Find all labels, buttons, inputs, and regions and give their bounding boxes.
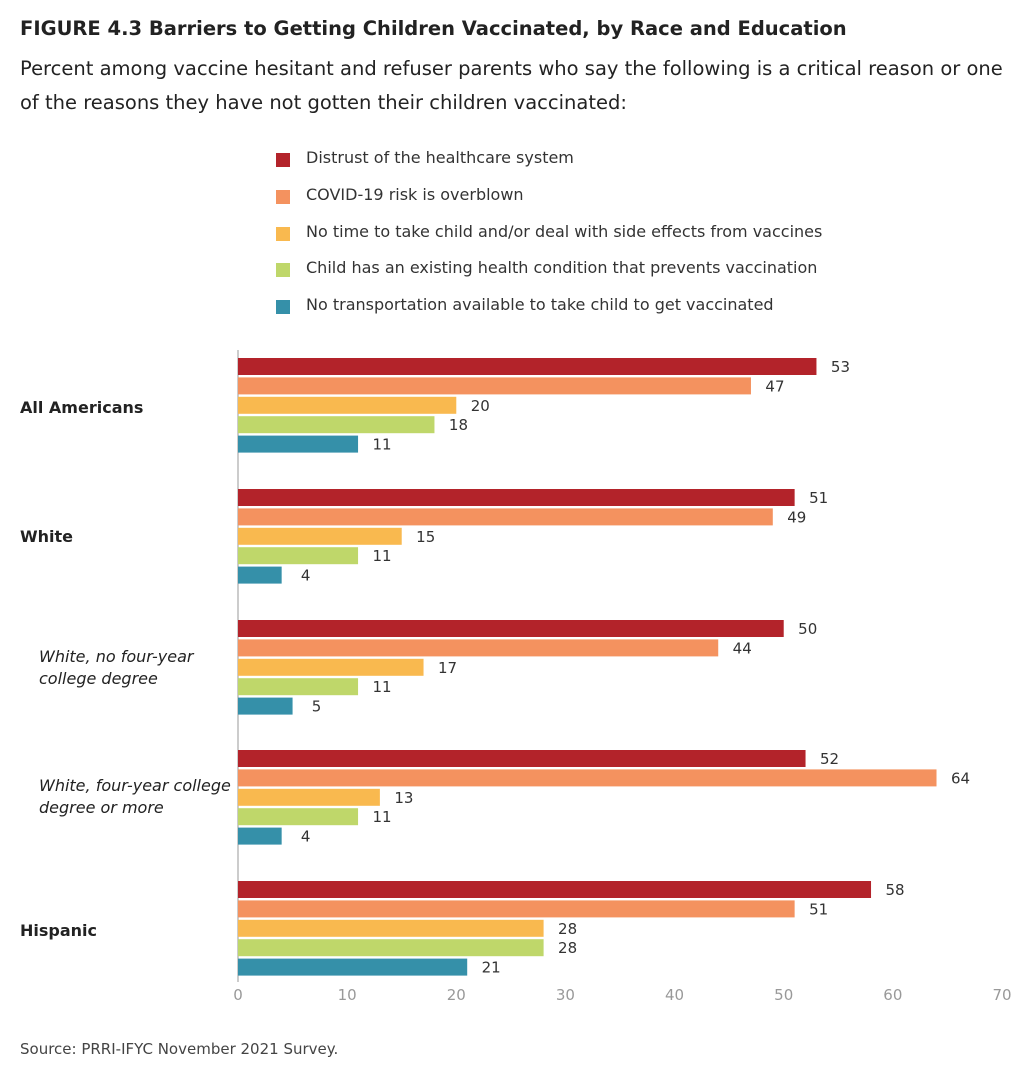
data-label: 64 bbox=[951, 769, 970, 787]
figure-subtitle: Percent among vaccine hesitant and refus… bbox=[20, 57, 1003, 114]
data-label: 11 bbox=[373, 547, 392, 565]
data-label: 52 bbox=[820, 750, 839, 768]
category-label-white-four-year-college-degree-or-more: White, four-year college degree or more bbox=[39, 775, 239, 819]
data-label: 50 bbox=[798, 620, 817, 638]
legend-label: No transportation available to take chil… bbox=[306, 295, 774, 314]
bar-white-four-year-college-degree-or-more-1 bbox=[238, 750, 806, 767]
bar-white-2 bbox=[238, 508, 773, 526]
data-label: 28 bbox=[558, 939, 577, 957]
bar-white-no-four-year-college-degree-5 bbox=[238, 697, 293, 715]
legend-label: COVID-19 risk is overblown bbox=[306, 185, 524, 204]
bar-white-four-year-college-degree-or-more-3 bbox=[238, 788, 380, 806]
bar-white-no-four-year-college-degree-1 bbox=[238, 620, 784, 637]
data-label: 18 bbox=[449, 416, 468, 434]
category-label-line: Hispanic bbox=[20, 921, 98, 940]
data-label: 11 bbox=[373, 436, 392, 454]
data-label: 11 bbox=[373, 808, 392, 826]
data-label: 5 bbox=[312, 698, 322, 716]
bar-white-3 bbox=[238, 527, 402, 545]
legend-swatch-distrust bbox=[276, 153, 290, 167]
legend-swatch-no-time bbox=[276, 227, 290, 241]
data-label: 4 bbox=[301, 828, 311, 846]
data-label: 15 bbox=[416, 528, 435, 546]
data-label: 53 bbox=[831, 358, 850, 376]
bar-all-americans-2 bbox=[238, 377, 751, 395]
category-label-line: All Americans bbox=[20, 398, 144, 417]
x-tick-label: 70 bbox=[992, 986, 1011, 1004]
bar-white-5 bbox=[238, 566, 282, 584]
data-label: 4 bbox=[301, 567, 311, 585]
data-label: 51 bbox=[809, 900, 828, 918]
bar-all-americans-4 bbox=[238, 416, 435, 434]
category-label-all-americans: All Americans bbox=[20, 397, 143, 419]
bar-white-1 bbox=[238, 489, 795, 506]
x-tick-label: 50 bbox=[774, 986, 793, 1004]
x-tick-label: 60 bbox=[883, 986, 902, 1004]
data-label: 21 bbox=[482, 959, 501, 977]
bar-white-four-year-college-degree-or-more-4 bbox=[238, 808, 359, 826]
bar-hispanic-4 bbox=[238, 939, 544, 957]
legend-label: Child has an existing health condition t… bbox=[306, 258, 818, 277]
bar-all-americans-5 bbox=[238, 435, 359, 453]
data-label: 44 bbox=[733, 639, 752, 657]
bar-hispanic-1 bbox=[238, 881, 872, 898]
category-label-line: degree or more bbox=[39, 798, 164, 817]
bar-white-four-year-college-degree-or-more-5 bbox=[238, 827, 282, 845]
legend-swatch-health-condition bbox=[276, 263, 290, 277]
bar-white-no-four-year-college-degree-2 bbox=[238, 639, 719, 657]
bar-hispanic-5 bbox=[238, 958, 468, 976]
category-label-white: White bbox=[20, 526, 73, 548]
legend-label: No time to take child and/or deal with s… bbox=[306, 222, 823, 241]
x-tick-label: 10 bbox=[338, 986, 357, 1004]
bar-hispanic-3 bbox=[238, 919, 544, 937]
legend-label: Distrust of the healthcare system bbox=[306, 148, 574, 167]
legend-swatch-no-transportation bbox=[276, 300, 290, 314]
legend-swatch-overblown bbox=[276, 190, 290, 204]
category-label-line: college degree bbox=[39, 669, 158, 688]
category-label-line: White bbox=[20, 527, 74, 546]
bar-chart: 5347201811514915114504417115526413114585… bbox=[233, 350, 1012, 1004]
data-label: 11 bbox=[373, 678, 392, 696]
source-note: Source: PRRI-IFYC November 2021 Survey. bbox=[20, 1040, 339, 1058]
bar-white-no-four-year-college-degree-3 bbox=[238, 658, 424, 676]
category-label-line: White, no four-year bbox=[39, 647, 194, 666]
category-label-line: White, four-year college bbox=[39, 776, 231, 795]
bar-white-four-year-college-degree-or-more-2 bbox=[238, 769, 937, 787]
data-label: 47 bbox=[765, 377, 784, 395]
data-label: 49 bbox=[787, 508, 806, 526]
x-tick-label: 40 bbox=[665, 986, 684, 1004]
data-label: 17 bbox=[438, 659, 457, 677]
data-label: 58 bbox=[885, 881, 904, 899]
data-label: 20 bbox=[471, 397, 490, 415]
x-tick-label: 20 bbox=[447, 986, 466, 1004]
data-label: 13 bbox=[394, 789, 413, 807]
x-tick-label: 30 bbox=[556, 986, 575, 1004]
category-label-hispanic: Hispanic bbox=[20, 920, 97, 942]
bar-hispanic-2 bbox=[238, 900, 795, 918]
bar-white-no-four-year-college-degree-4 bbox=[238, 678, 359, 696]
data-label: 28 bbox=[558, 920, 577, 938]
x-tick-label: 0 bbox=[233, 986, 243, 1004]
bar-white-4 bbox=[238, 547, 359, 565]
bar-all-americans-1 bbox=[238, 358, 817, 375]
category-label-white-no-four-year-college-degree: White, no four-year college degree bbox=[39, 646, 239, 690]
bar-all-americans-3 bbox=[238, 396, 457, 414]
figure-title: FIGURE 4.3 Barriers to Getting Children … bbox=[20, 17, 847, 40]
data-label: 51 bbox=[809, 489, 828, 507]
